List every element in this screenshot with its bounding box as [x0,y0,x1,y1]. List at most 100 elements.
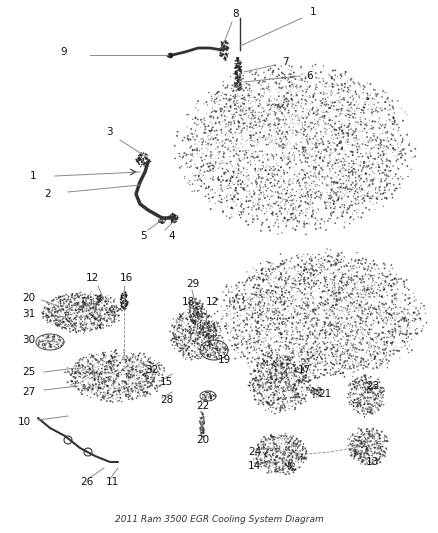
Point [196,345,203,354]
Point [224,305,231,313]
Point [233,303,240,312]
Point [381,276,389,285]
Point [86,302,93,310]
Point [288,144,295,153]
Point [362,405,369,413]
Point [73,298,80,306]
Point [288,117,295,125]
Point [199,319,206,327]
Point [215,154,222,163]
Point [309,151,316,159]
Point [92,356,99,365]
Point [341,119,348,127]
Point [349,360,356,368]
Point [379,293,386,302]
Point [321,297,328,305]
Point [142,162,149,171]
Point [254,151,261,159]
Point [204,336,211,345]
Point [286,273,293,281]
Point [80,302,87,311]
Point [198,333,205,341]
Point [80,297,87,306]
Point [327,274,334,283]
Point [337,203,344,212]
Point [196,299,203,308]
Point [334,341,341,349]
Point [327,149,334,157]
Point [313,319,320,327]
Point [265,66,272,74]
Point [90,296,97,305]
Point [291,384,298,393]
Point [256,115,263,124]
Point [378,177,385,185]
Point [299,143,306,152]
Point [351,279,358,288]
Point [331,273,338,281]
Point [207,111,214,119]
Point [113,350,120,358]
Point [286,125,293,134]
Point [300,127,307,136]
Point [341,125,348,134]
Point [291,288,298,297]
Point [281,160,288,169]
Point [286,449,293,458]
Point [218,91,225,100]
Point [260,371,267,379]
Point [399,289,406,297]
Point [124,380,131,389]
Point [189,330,196,339]
Point [186,322,193,331]
Point [257,384,264,392]
Point [408,346,415,354]
Point [292,295,299,304]
Point [63,297,70,306]
Point [389,103,396,112]
Point [403,334,410,343]
Point [287,465,294,473]
Point [380,271,387,279]
Point [112,350,119,358]
Point [286,459,293,468]
Point [203,348,210,357]
Point [234,66,241,75]
Point [351,206,358,215]
Point [247,134,254,142]
Point [280,315,287,324]
Point [218,52,225,60]
Point [210,325,217,333]
Point [279,114,286,123]
Point [236,86,243,95]
Point [72,365,79,373]
Point [349,341,356,350]
Point [191,146,198,154]
Point [328,123,336,131]
Point [210,175,217,184]
Point [361,109,368,118]
Point [307,148,314,157]
Point [296,375,303,384]
Point [85,378,92,386]
Point [227,174,234,183]
Point [344,104,351,112]
Point [194,334,201,343]
Point [213,97,220,106]
Point [364,403,371,411]
Point [325,287,332,296]
Point [140,378,147,386]
Point [331,204,338,213]
Point [298,455,305,463]
Point [221,53,228,61]
Point [328,185,335,193]
Point [169,213,176,221]
Point [370,402,377,411]
Point [371,448,378,456]
Point [225,49,232,58]
Point [42,344,49,352]
Point [251,137,258,146]
Point [113,374,120,383]
Point [314,316,321,325]
Point [68,316,75,325]
